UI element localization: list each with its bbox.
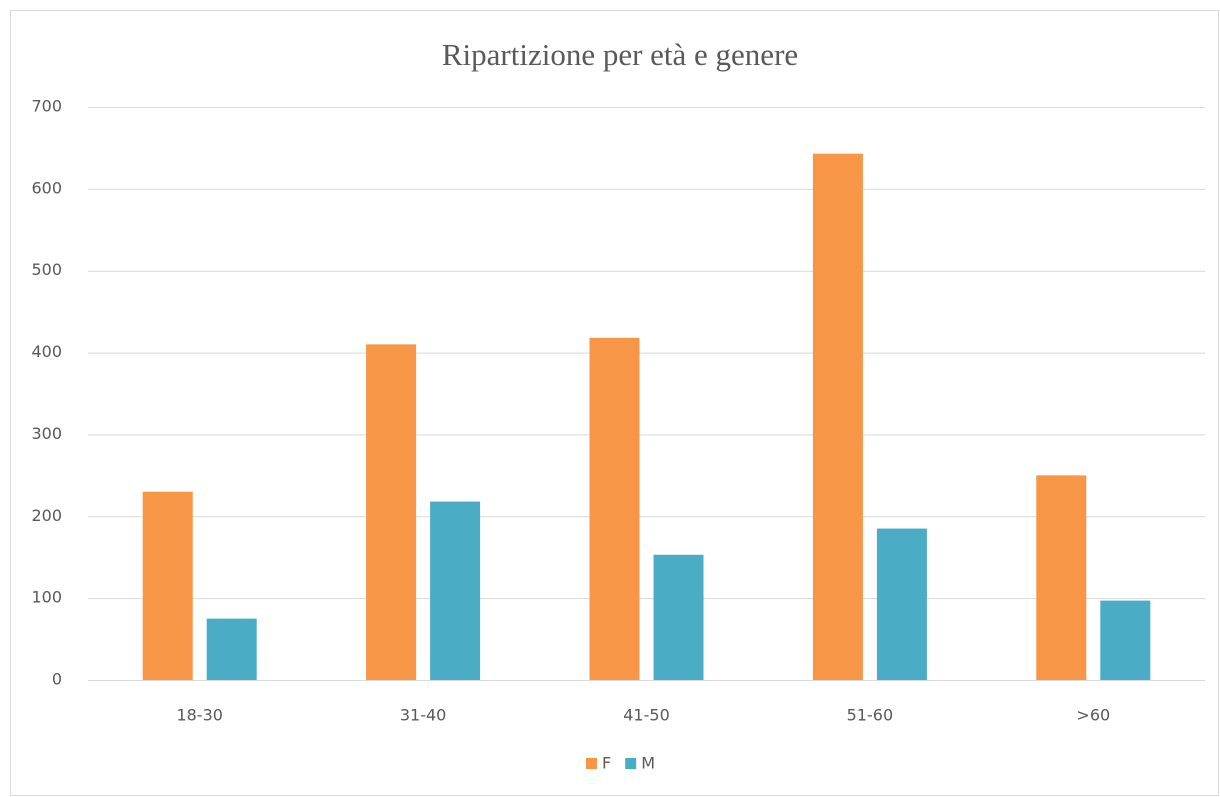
bar bbox=[1036, 475, 1087, 680]
bar bbox=[206, 618, 257, 680]
y-tick-label: 100 bbox=[31, 588, 62, 607]
legend-label: M bbox=[641, 754, 655, 773]
y-tick-label: 0 bbox=[52, 670, 62, 689]
bar bbox=[653, 554, 704, 680]
bar bbox=[366, 344, 417, 680]
x-tick-label: 51-60 bbox=[847, 706, 894, 725]
x-tick-label: 18-30 bbox=[176, 706, 223, 725]
x-tick-label: 31-40 bbox=[400, 706, 447, 725]
chart-title: Ripartizione per età e genere bbox=[442, 37, 798, 72]
legend-swatch bbox=[625, 758, 637, 769]
legend-swatch bbox=[586, 758, 597, 769]
y-tick-label: 700 bbox=[31, 97, 62, 116]
x-tick-label: >60 bbox=[1076, 706, 1110, 725]
y-tick-label: 200 bbox=[31, 506, 62, 525]
y-tick-label: 600 bbox=[31, 178, 62, 197]
bar bbox=[876, 528, 927, 680]
x-tick-label: 41-50 bbox=[623, 706, 670, 725]
y-tick-label: 300 bbox=[31, 424, 62, 443]
bar bbox=[812, 153, 863, 680]
legend-label: F bbox=[602, 754, 611, 773]
bar bbox=[589, 337, 640, 680]
bar bbox=[430, 501, 481, 680]
bar bbox=[1100, 600, 1151, 680]
y-tick-label: 400 bbox=[31, 342, 62, 361]
y-tick-label: 500 bbox=[31, 260, 62, 279]
bar bbox=[142, 491, 193, 680]
